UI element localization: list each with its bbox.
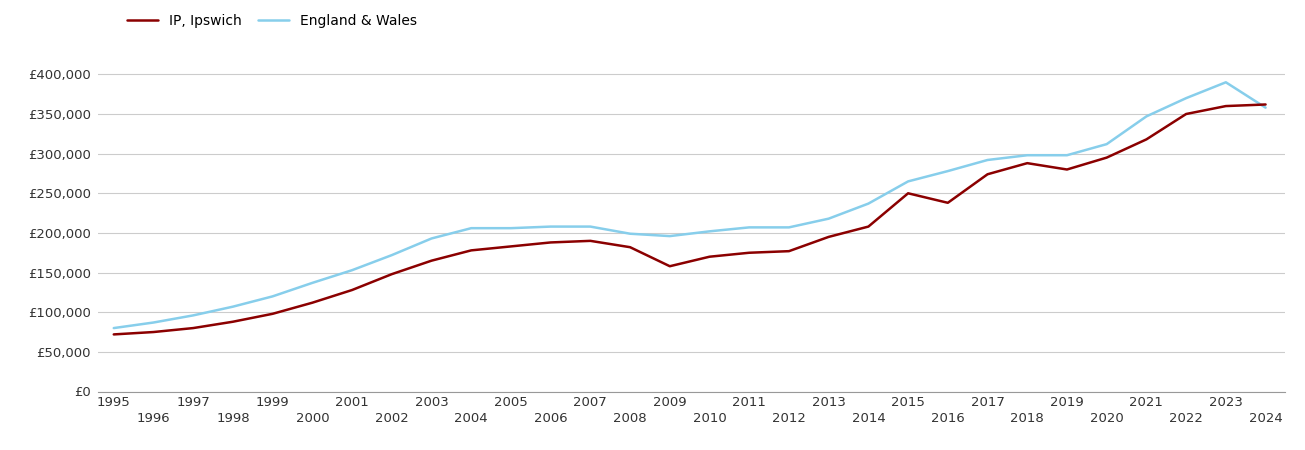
- England & Wales: [702, 229, 718, 234]
- England & Wales: [582, 224, 598, 230]
- England & Wales: [384, 252, 399, 258]
- England & Wales: [1218, 80, 1233, 85]
- IP, Ipswich: [702, 254, 718, 259]
- IP, Ipswich: [622, 244, 638, 250]
- IP, Ipswich: [1138, 137, 1154, 142]
- England & Wales: [1138, 114, 1154, 119]
- IP, Ipswich: [1178, 111, 1194, 117]
- IP, Ipswich: [940, 200, 955, 206]
- England & Wales: [304, 280, 320, 286]
- IP, Ipswich: [504, 244, 519, 249]
- IP, Ipswich: [345, 287, 360, 292]
- England & Wales: [1258, 105, 1274, 110]
- England & Wales: [345, 267, 360, 273]
- England & Wales: [782, 225, 797, 230]
- England & Wales: [185, 313, 201, 318]
- IP, Ipswich: [1218, 104, 1233, 109]
- Legend: IP, Ipswich, England & Wales: IP, Ipswich, England & Wales: [121, 9, 423, 34]
- Line: England & Wales: England & Wales: [114, 82, 1266, 328]
- England & Wales: [821, 216, 837, 221]
- England & Wales: [622, 231, 638, 236]
- England & Wales: [1060, 153, 1075, 158]
- England & Wales: [1178, 95, 1194, 101]
- IP, Ipswich: [782, 248, 797, 254]
- IP, Ipswich: [463, 248, 479, 253]
- IP, Ipswich: [265, 311, 281, 316]
- IP, Ipswich: [146, 329, 162, 335]
- England & Wales: [860, 201, 876, 206]
- England & Wales: [1099, 141, 1114, 147]
- England & Wales: [265, 294, 281, 299]
- England & Wales: [106, 325, 121, 331]
- England & Wales: [224, 304, 240, 309]
- IP, Ipswich: [980, 171, 996, 177]
- IP, Ipswich: [1060, 167, 1075, 172]
- IP, Ipswich: [304, 300, 320, 306]
- IP, Ipswich: [384, 271, 399, 277]
- England & Wales: [900, 179, 916, 184]
- IP, Ipswich: [662, 264, 677, 269]
- England & Wales: [424, 236, 440, 241]
- England & Wales: [1019, 153, 1035, 158]
- England & Wales: [146, 320, 162, 325]
- England & Wales: [741, 225, 757, 230]
- IP, Ipswich: [224, 319, 240, 324]
- England & Wales: [504, 225, 519, 231]
- England & Wales: [980, 158, 996, 163]
- IP, Ipswich: [1019, 161, 1035, 166]
- IP, Ipswich: [185, 325, 201, 331]
- England & Wales: [662, 234, 677, 239]
- IP, Ipswich: [424, 258, 440, 263]
- IP, Ipswich: [106, 332, 121, 337]
- IP, Ipswich: [821, 234, 837, 239]
- England & Wales: [463, 225, 479, 231]
- IP, Ipswich: [582, 238, 598, 243]
- Line: IP, Ipswich: IP, Ipswich: [114, 104, 1266, 334]
- IP, Ipswich: [741, 250, 757, 256]
- IP, Ipswich: [900, 191, 916, 196]
- England & Wales: [543, 224, 559, 230]
- England & Wales: [940, 168, 955, 174]
- IP, Ipswich: [1258, 102, 1274, 107]
- IP, Ipswich: [860, 224, 876, 230]
- IP, Ipswich: [1099, 155, 1114, 160]
- IP, Ipswich: [543, 240, 559, 245]
